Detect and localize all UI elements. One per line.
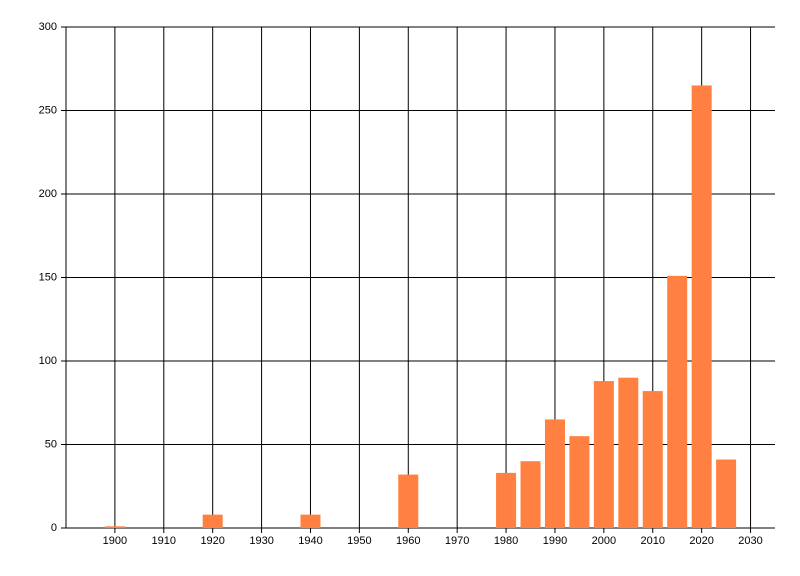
bar	[202, 514, 223, 528]
bar	[496, 472, 517, 528]
x-tick-label: 1940	[298, 535, 322, 547]
x-tick-label: 2010	[641, 535, 665, 547]
x-tick-label: 1920	[200, 535, 224, 547]
bar	[716, 459, 737, 528]
bar	[569, 436, 590, 528]
x-tick-label: 1960	[396, 535, 420, 547]
bar	[398, 474, 419, 528]
x-tick-label: 2030	[738, 535, 762, 547]
bar	[104, 526, 125, 528]
bar	[544, 419, 565, 528]
bar	[520, 461, 541, 528]
y-tick-label: 300	[39, 21, 57, 33]
bar	[667, 275, 688, 528]
x-tick-label: 2000	[592, 535, 616, 547]
y-tick-label: 50	[45, 438, 57, 450]
x-tick-label: 1980	[494, 535, 518, 547]
bar	[300, 514, 321, 528]
x-tick-label: 1990	[543, 535, 567, 547]
x-tick-label: 2020	[689, 535, 713, 547]
y-tick-label: 200	[39, 188, 57, 200]
x-tick-label: 1970	[445, 535, 469, 547]
bar	[618, 377, 639, 528]
y-tick-label: 150	[39, 271, 57, 283]
bar	[642, 391, 663, 528]
y-tick-label: 0	[51, 522, 57, 534]
y-tick-label: 250	[39, 104, 57, 116]
bar	[691, 85, 712, 528]
y-tick-label: 100	[39, 355, 57, 367]
x-tick-label: 1950	[347, 535, 371, 547]
x-tick-label: 1910	[152, 535, 176, 547]
bar	[593, 381, 614, 528]
x-tick-label: 1930	[249, 535, 273, 547]
x-tick-label: 1900	[103, 535, 127, 547]
